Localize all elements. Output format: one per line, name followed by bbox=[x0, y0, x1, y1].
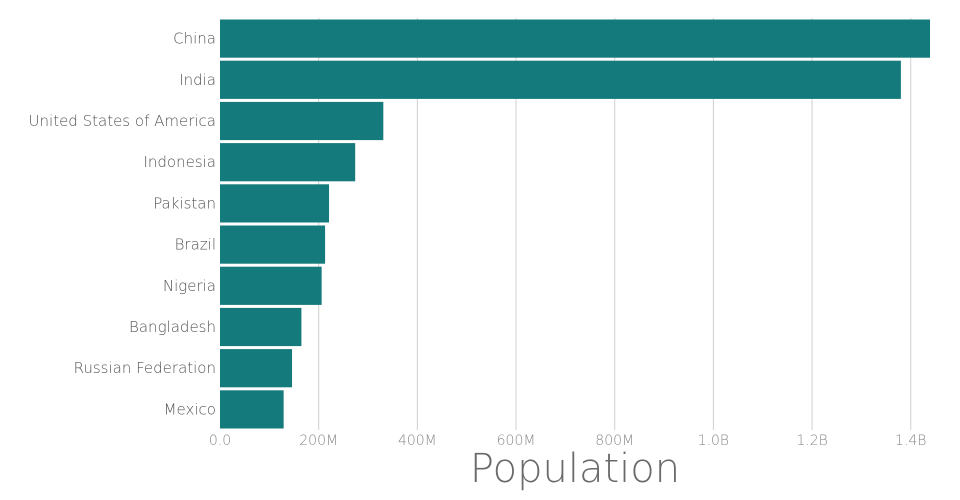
x-axis-title: Population bbox=[470, 446, 680, 492]
category-label: Bangladesh bbox=[129, 318, 216, 336]
category-label: Mexico bbox=[164, 400, 216, 418]
x-tick-label: 0.0 bbox=[209, 433, 231, 449]
bar bbox=[220, 60, 901, 99]
bar bbox=[220, 225, 326, 264]
x-tick-label: 1.4B bbox=[895, 433, 926, 449]
category-label: Indonesia bbox=[143, 153, 216, 171]
x-tick-label: 600M bbox=[497, 433, 536, 449]
bar bbox=[220, 307, 302, 347]
bars bbox=[220, 19, 930, 429]
bar bbox=[220, 19, 930, 58]
x-tick-label: 200M bbox=[299, 433, 338, 449]
bar bbox=[220, 266, 322, 305]
bar bbox=[220, 184, 330, 223]
bar bbox=[220, 349, 293, 388]
category-label: Russian Federation bbox=[74, 359, 216, 377]
x-tick-label: 800M bbox=[595, 433, 634, 449]
category-label: Nigeria bbox=[163, 277, 216, 295]
x-tick-labels: 0.0 200M 400M 600M 800M 1.0B 1.2B 1.4B bbox=[209, 433, 927, 449]
category-label: China bbox=[173, 30, 216, 48]
bar bbox=[220, 143, 356, 182]
category-label: United States of America bbox=[29, 112, 216, 130]
category-label: Brazil bbox=[175, 236, 216, 254]
x-tick-label: 1.0B bbox=[698, 433, 729, 449]
x-tick-label: 400M bbox=[398, 433, 437, 449]
bar bbox=[220, 390, 284, 429]
category-label: India bbox=[179, 71, 216, 89]
x-tick-label: 1.2B bbox=[796, 433, 827, 449]
category-labels: China India United States of America Indone… bbox=[29, 30, 216, 419]
category-label: Pakistan bbox=[153, 194, 216, 212]
bar bbox=[220, 101, 384, 141]
